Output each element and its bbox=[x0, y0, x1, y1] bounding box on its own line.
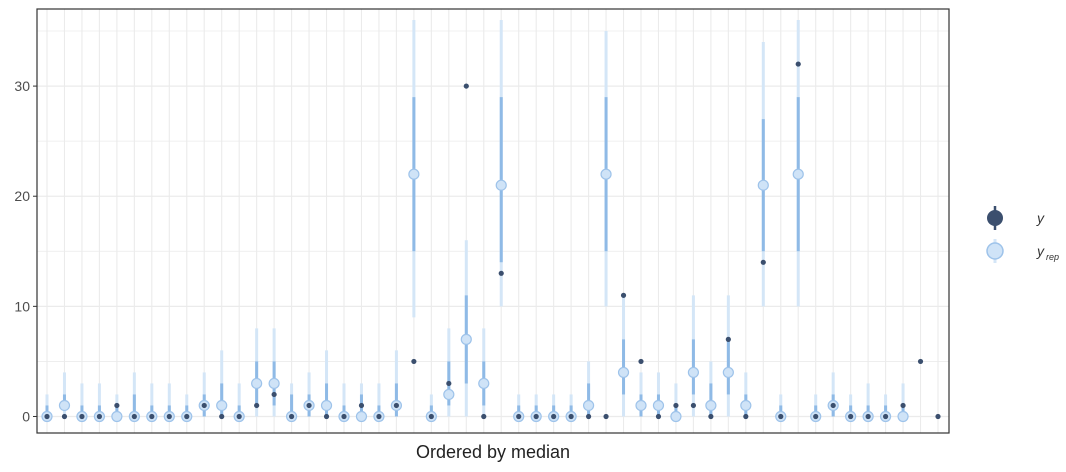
y-point bbox=[463, 83, 469, 89]
y-point bbox=[516, 413, 522, 420]
y-point bbox=[743, 413, 749, 420]
legend-label: y bbox=[1036, 243, 1045, 259]
yrep-median-point bbox=[58, 399, 71, 412]
yrep-median-point bbox=[478, 377, 490, 390]
y-point bbox=[935, 413, 941, 420]
x-axis-title: Ordered by median bbox=[416, 442, 570, 462]
grid-major-lines bbox=[37, 9, 949, 433]
y-point bbox=[288, 413, 295, 420]
y-tick-label: 0 bbox=[22, 408, 30, 424]
yrep-outer-intervals bbox=[45, 20, 905, 417]
yrep-median-point bbox=[216, 399, 228, 412]
yrep-median-point bbox=[495, 179, 507, 191]
y-point bbox=[219, 413, 225, 420]
y-point bbox=[585, 413, 592, 420]
y-tick-label: 30 bbox=[14, 78, 30, 94]
yrep-median-point bbox=[443, 388, 455, 401]
y-point bbox=[428, 413, 434, 420]
y-point bbox=[44, 413, 50, 420]
y-point bbox=[114, 402, 120, 409]
y-point bbox=[778, 413, 784, 420]
y-point bbox=[79, 413, 85, 420]
legend-item-yrep: y rep bbox=[986, 239, 1059, 263]
y-point bbox=[149, 413, 155, 420]
yrep-median-point bbox=[670, 410, 682, 423]
y-point bbox=[166, 413, 172, 420]
y-point bbox=[795, 61, 801, 67]
y-point bbox=[830, 402, 836, 409]
y-point bbox=[376, 413, 382, 420]
y-point bbox=[201, 402, 207, 409]
yrep-median-points bbox=[41, 168, 909, 423]
yrep-median-point bbox=[687, 366, 700, 379]
y-point bbox=[61, 413, 68, 420]
yrep-median-point bbox=[740, 399, 752, 412]
yrep-median-point bbox=[460, 333, 472, 345]
y-point bbox=[446, 380, 452, 387]
yrep-median-point bbox=[617, 366, 630, 379]
y-point bbox=[655, 413, 662, 420]
legend-item-y: y bbox=[987, 206, 1045, 230]
y-point bbox=[498, 270, 504, 276]
y-point bbox=[131, 413, 137, 420]
y-observed-points bbox=[44, 61, 941, 420]
y-point bbox=[638, 358, 644, 365]
y-point bbox=[533, 413, 539, 420]
yrep-inner-intervals bbox=[45, 97, 905, 417]
y-tick-label: 10 bbox=[14, 298, 30, 314]
yrep-median-point bbox=[757, 179, 769, 191]
legend: yy rep bbox=[986, 206, 1059, 263]
yrep-median-point bbox=[705, 399, 717, 412]
y-point bbox=[551, 413, 557, 420]
yrep-median-point bbox=[355, 410, 368, 423]
yrep-median-point bbox=[722, 366, 734, 379]
yrep-median-point bbox=[635, 399, 647, 412]
yrep-median-point bbox=[582, 399, 595, 412]
y-point bbox=[673, 402, 679, 409]
y-point bbox=[271, 391, 277, 398]
y-point bbox=[882, 413, 889, 420]
y-point bbox=[393, 402, 400, 409]
y-point bbox=[708, 413, 714, 420]
y-point bbox=[236, 413, 242, 420]
y-point bbox=[813, 413, 819, 420]
y-point bbox=[725, 336, 731, 342]
y-point bbox=[865, 413, 871, 420]
legend-label: y bbox=[1036, 210, 1045, 226]
yrep-median-point bbox=[408, 168, 420, 180]
yrep-median-point bbox=[897, 410, 909, 423]
yrep-median-point bbox=[652, 399, 665, 412]
y-point bbox=[848, 413, 854, 420]
panel-border bbox=[36, 8, 950, 434]
y-point bbox=[323, 413, 330, 420]
y-tick-label: 20 bbox=[14, 188, 30, 204]
y-point bbox=[184, 413, 190, 420]
y-point bbox=[603, 413, 609, 420]
yrep-median-point bbox=[251, 377, 263, 390]
y-point bbox=[341, 413, 347, 420]
y-point bbox=[917, 358, 924, 365]
yrep-median-point bbox=[111, 410, 123, 423]
y-point bbox=[254, 402, 260, 409]
y-point bbox=[411, 358, 417, 365]
legend-label-subscript: rep bbox=[1046, 252, 1059, 262]
y-axis: 0 10 20 30 bbox=[14, 78, 37, 424]
y-point bbox=[760, 259, 766, 265]
y-point bbox=[690, 402, 697, 409]
yrep-median-point bbox=[792, 168, 804, 180]
yrep-median-point bbox=[600, 168, 612, 180]
y-point bbox=[481, 413, 487, 420]
yrep-median-point bbox=[268, 377, 280, 390]
yrep-median-point bbox=[320, 399, 333, 412]
y-point bbox=[96, 413, 103, 420]
y-point bbox=[900, 402, 906, 409]
legend-key-point bbox=[986, 242, 1004, 260]
y-point bbox=[306, 402, 312, 409]
y-point bbox=[568, 413, 574, 420]
y-point bbox=[358, 402, 365, 409]
y-point bbox=[620, 292, 627, 298]
legend-key-point bbox=[987, 210, 1003, 226]
